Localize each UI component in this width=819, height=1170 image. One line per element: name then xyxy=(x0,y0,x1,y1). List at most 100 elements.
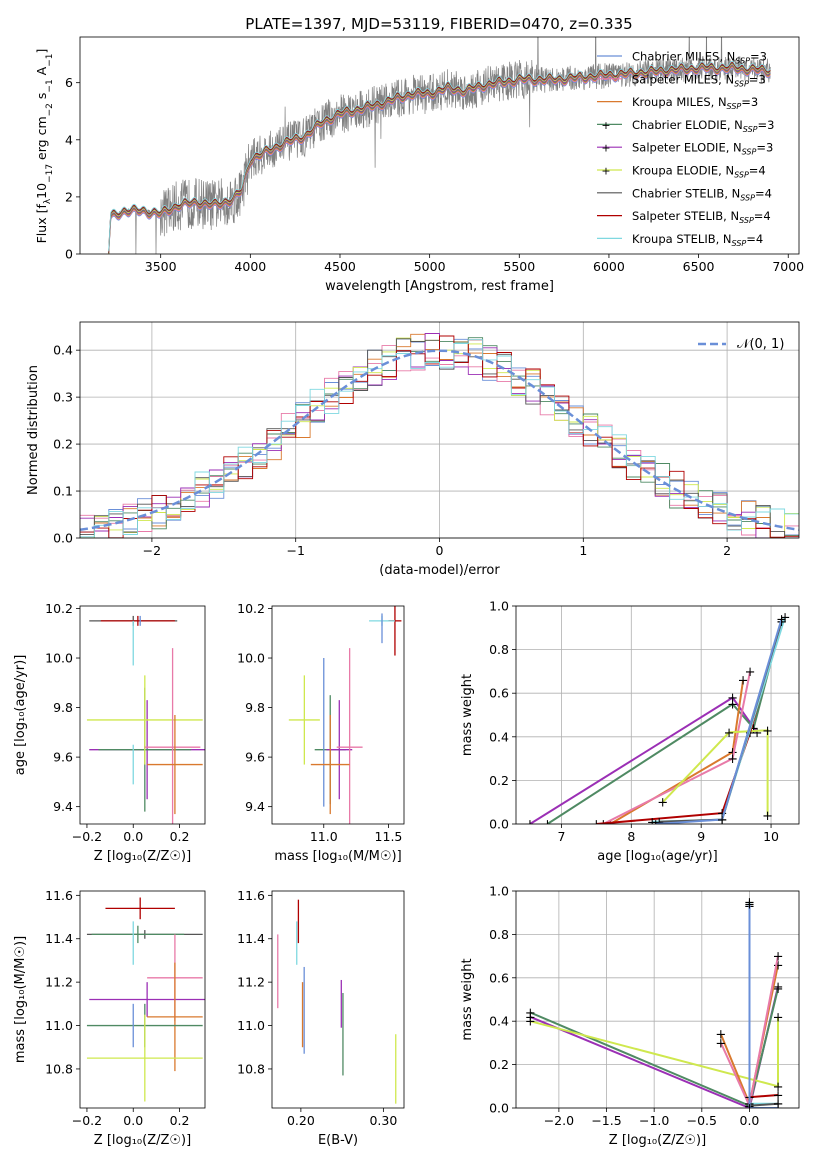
weight-marker: + xyxy=(598,818,609,833)
legend-nssp: =4 xyxy=(746,232,763,246)
weight-marker: + xyxy=(773,980,784,995)
x-axis-label: E(B-V) xyxy=(318,1133,358,1148)
legend-subscript: SSP xyxy=(732,239,747,248)
y-tick-label: 11.0 xyxy=(45,1018,73,1033)
model-spectrum-line xyxy=(108,62,771,254)
x-axis-label: wavelength [Angstrom, rest frame] xyxy=(325,279,554,294)
weight-marker: + xyxy=(745,726,756,741)
y-tick-label: 11.6 xyxy=(45,888,73,903)
y-tick-label: 9.4 xyxy=(245,799,265,814)
y-tick-label: 10.2 xyxy=(45,601,73,616)
model-spectrum-line xyxy=(108,67,771,254)
legend-subscript: SSP xyxy=(734,171,749,180)
legend-nssp: =3 xyxy=(749,72,766,86)
y-tick-label: 0.0 xyxy=(489,817,509,832)
y-tick-label: 1.0 xyxy=(489,884,509,899)
weight-line xyxy=(602,671,752,824)
plot-area-mass_age xyxy=(288,606,402,824)
legend-label: Chabrier MILES, NSSP=3 xyxy=(632,50,767,66)
legend-model-name: Salpeter MILES, N xyxy=(632,72,734,86)
legend-subscript: SSP xyxy=(735,57,750,66)
axes-frame xyxy=(271,605,405,825)
plot-area-residuals xyxy=(80,333,799,538)
y-tick-label: 9.4 xyxy=(53,799,73,814)
legend-subscript: SSP xyxy=(740,193,755,202)
y-tick-label: 9.8 xyxy=(53,700,73,715)
residual-histogram-series xyxy=(80,338,799,538)
x-tick-label: 0.0 xyxy=(123,1113,143,1128)
x-tick-label: 0.0 xyxy=(740,1113,760,1128)
legend-label: Chabrier ELODIE, NSSP=3 xyxy=(632,118,774,134)
legend-label: Kroupa ELODIE, NSSP=4 xyxy=(632,164,766,180)
x-tick-label: 9 xyxy=(697,829,705,844)
weight-line xyxy=(529,696,758,824)
model-spectrum-line xyxy=(108,66,771,254)
legend-nssp: =4 xyxy=(755,186,772,200)
x-tick-label: 0.2 xyxy=(170,829,190,844)
weight-line xyxy=(609,679,745,824)
legend-model-name: Chabrier ELODIE, N xyxy=(632,118,743,132)
x-tick-label: 4000 xyxy=(234,259,266,274)
y-axis-label-part: A xyxy=(34,66,49,79)
y-tick-label: 11.6 xyxy=(237,888,265,903)
weight-marker: + xyxy=(657,796,668,811)
x-tick-label: −2 xyxy=(143,543,161,558)
figure-title: PLATE=1397, MJD=53119, FIBERID=0470, z=0… xyxy=(245,15,632,33)
weight-marker: + xyxy=(762,724,773,739)
plot-area-z_mass xyxy=(86,897,205,1102)
x-tick-label: 0.2 xyxy=(170,1113,190,1128)
x-axis-label: mass [log₁₀(M/M☉)] xyxy=(274,849,401,864)
x-tick-label: 6500 xyxy=(683,259,715,274)
x-axis-label: Z [log₁₀(Z/Z☉)] xyxy=(609,1133,706,1148)
x-tick-label: −0.2 xyxy=(72,829,102,844)
x-tick-label: 2 xyxy=(723,543,731,558)
y-tick-label: 0.0 xyxy=(489,1101,509,1116)
x-tick-label: 0.0 xyxy=(123,829,143,844)
weight-line xyxy=(748,904,778,1108)
y-axis-label-part: −2 xyxy=(45,103,55,116)
axes-frame xyxy=(79,321,800,539)
y-axis-label: age [log₁₀(age/yr)] xyxy=(13,655,28,776)
y-tick-label: 10.0 xyxy=(237,651,265,666)
weight-marker: + xyxy=(525,1010,536,1025)
plot-area-ebv_mass xyxy=(277,899,397,1104)
y-tick-label: 11.4 xyxy=(237,931,265,946)
weight-line xyxy=(661,729,769,816)
legend-label: 𝒩(0, 1) xyxy=(737,337,784,352)
weight-marker: + xyxy=(776,613,787,628)
plot-area-age_weight: +++++++++++++++ +++++++ +++ +++ ++ xyxy=(525,610,790,833)
x-tick-label: 5500 xyxy=(503,259,535,274)
weight-marker: + xyxy=(542,818,553,833)
x-tick-label: 6000 xyxy=(593,259,625,274)
weight-marker: + xyxy=(727,691,738,706)
weight-marker: + xyxy=(591,818,602,833)
x-tick-label: −1.5 xyxy=(591,1113,621,1128)
panel-mass_age: 11.0 11.5 9.4 9.6 9.8 10.0 10.2 mass [log₁₀(M/M… xyxy=(237,601,405,864)
weight-marker: + xyxy=(647,815,658,830)
y-axis-label: mass weight xyxy=(460,958,475,1040)
x-axis-label: age [log₁₀(age/yr)] xyxy=(597,849,718,864)
legend-label: Kroupa MILES, NSSP=3 xyxy=(632,95,758,111)
y-tick-label: 10.0 xyxy=(45,651,73,666)
weight-line xyxy=(655,618,783,824)
x-tick-label: 8 xyxy=(627,829,635,844)
model-spectrum-line xyxy=(108,65,771,254)
y-tick-label: 0.4 xyxy=(53,343,73,358)
axes-frame xyxy=(515,890,800,1109)
y-axis-label-part: erg cm xyxy=(34,116,49,164)
x-tick-label: 7000 xyxy=(772,259,804,274)
legend-nssp: =3 xyxy=(758,118,775,132)
axes-frame xyxy=(271,890,405,1109)
weight-marker: + xyxy=(727,752,738,767)
weight-marker: + xyxy=(724,726,735,741)
x-tick-label: 1 xyxy=(579,543,587,558)
residual-histogram-series xyxy=(80,339,799,538)
legend-subscript: SSP xyxy=(742,148,757,157)
y-tick-label: 4 xyxy=(65,132,73,147)
x-tick-label: 10 xyxy=(763,829,779,844)
legend-label: Salpeter MILES, NSSP=3 xyxy=(632,72,766,88)
x-tick-label: −0.5 xyxy=(687,1113,717,1128)
weight-marker: + xyxy=(762,809,773,824)
weight-marker: + xyxy=(773,950,784,965)
weight-marker: + xyxy=(654,815,665,830)
